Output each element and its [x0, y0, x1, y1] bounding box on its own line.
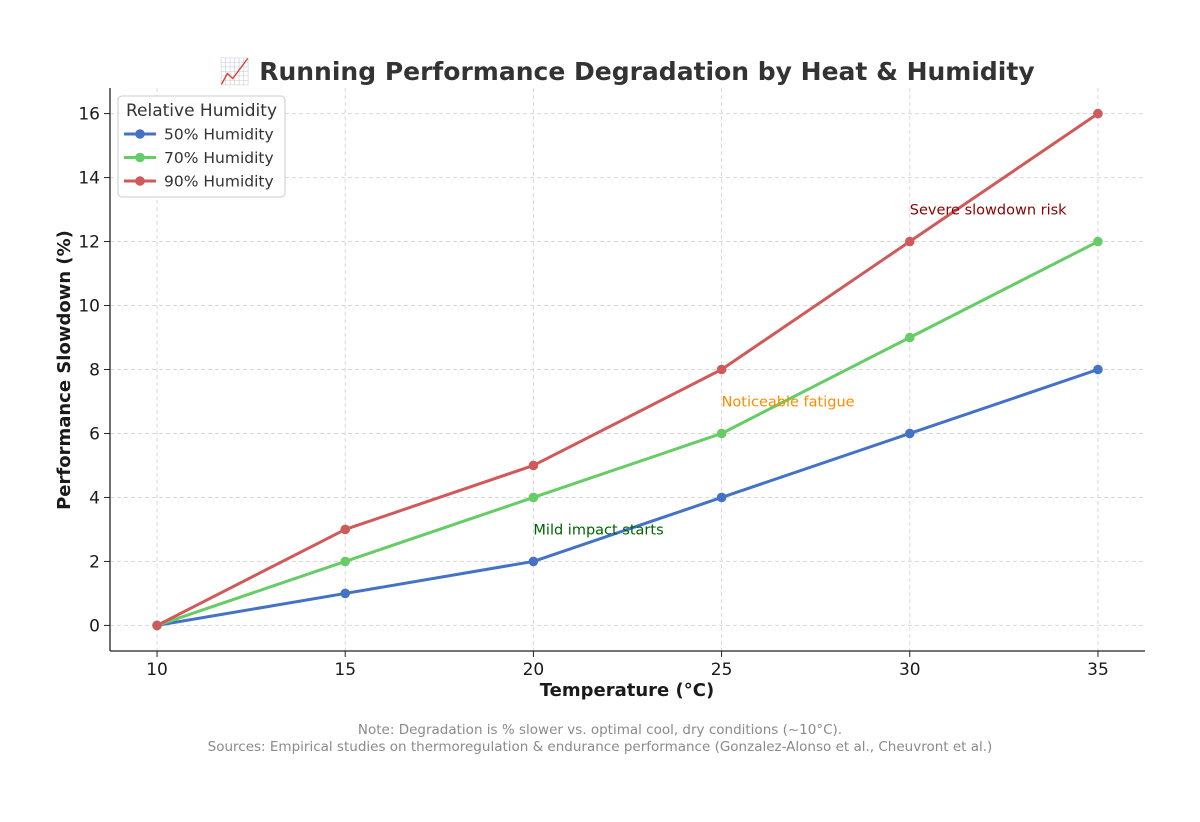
- y-axis-label: Performance Slowdown (%): [54, 230, 75, 510]
- axes: [104, 88, 1145, 657]
- legend-box: [117, 95, 286, 198]
- data-point: [904, 428, 915, 439]
- data-point: [528, 556, 539, 567]
- legend-title: Relative Humidity: [126, 101, 277, 121]
- legend-entry: 90% Humidity: [164, 173, 274, 191]
- legend-entry: 50% Humidity: [164, 126, 274, 144]
- tick-labels: 10 15 20 25 30 35 0 2 4 6 8 10 12 14 16: [78, 105, 1108, 680]
- series-line-0: [155, 368, 1100, 627]
- data-point: [716, 492, 727, 503]
- x-tick-label: 10: [146, 660, 168, 680]
- series-line-2: [155, 112, 1100, 627]
- y-tick-label: 2: [89, 552, 100, 572]
- data-point: [340, 588, 351, 599]
- series-lines: [152, 108, 1103, 631]
- y-tick-label: 4: [89, 488, 100, 508]
- legend: Relative Humidity 50% Humidity 70% Humidit…: [117, 95, 286, 198]
- data-point: [1093, 108, 1103, 119]
- x-tick-label: 30: [899, 660, 921, 680]
- data-point: [1093, 236, 1103, 247]
- note-text: Note: Degradation is % slower vs. optima…: [357, 722, 843, 738]
- data-point: [340, 524, 351, 535]
- data-point: [528, 460, 539, 471]
- data-point: [1093, 364, 1103, 375]
- y-tick-label: 6: [89, 424, 100, 444]
- data-point: [904, 332, 915, 343]
- data-point: [152, 620, 162, 631]
- y-tick-label: 10: [78, 297, 100, 317]
- x-tick-label: 35: [1087, 660, 1109, 680]
- data-point: [904, 236, 915, 247]
- y-tick-label: 12: [78, 233, 100, 253]
- annotation-label: Noticeable fatigue: [722, 394, 855, 410]
- annotation-label: Severe slowdown risk: [910, 203, 1067, 219]
- annotations: Mild impact starts Noticeable fatigue Seve…: [533, 203, 1067, 539]
- data-point: [528, 492, 539, 503]
- legend-entry: 70% Humidity: [164, 149, 274, 167]
- series-line-1: [155, 240, 1100, 627]
- y-tick-label: 0: [89, 616, 100, 636]
- x-axis-label: Temperature (°C): [540, 680, 714, 701]
- legend-swatch-marker: [135, 176, 145, 186]
- data-point: [716, 364, 727, 375]
- sources-text: Sources: Empirical studies on thermoregu…: [207, 739, 993, 755]
- legend-swatch-marker: [135, 152, 145, 163]
- x-tick-label: 20: [523, 660, 545, 680]
- annotation-label: Mild impact starts: [533, 522, 663, 538]
- data-point: [716, 428, 727, 439]
- legend-swatch-marker: [135, 129, 145, 139]
- y-tick-label: 14: [78, 169, 100, 189]
- data-point: [340, 556, 351, 567]
- x-tick-label: 25: [711, 660, 733, 680]
- y-tick-label: 8: [89, 361, 100, 381]
- x-tick-label: 15: [334, 660, 356, 680]
- y-tick-label: 16: [78, 105, 100, 125]
- chart-title: 📈 Running Performance Degradation by Hea…: [219, 57, 1034, 86]
